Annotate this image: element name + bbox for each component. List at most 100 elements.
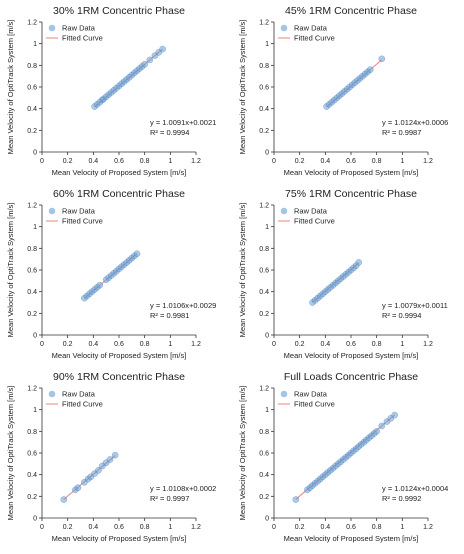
x-tick-label: 0.2 [63,341,73,348]
chart-panel: Full Loads Concentric Phase 0 0.2 0.4 0.6 0.8… [232,366,464,554]
data-point [391,411,398,419]
x-tick-label: 1.2 [423,524,433,531]
x-tick-label: 1.2 [191,524,201,531]
chart-svg: 60% 1RM Concentric Phase 0 0.2 0.4 0.6 0.8 1 1.… [6,188,216,360]
y-tick-label: 0.4 [259,106,269,113]
legend-label-fitted-curve: Fitted Curve [62,34,103,43]
y-tick-label: 0.8 [27,63,37,70]
x-tick-label: 0.4 [320,158,330,165]
x-tick-label: 0.6 [346,158,356,165]
y-tick-label: 0.6 [27,451,37,458]
y-tick-label: 0.8 [27,246,37,253]
chart-title: 45% 1RM Concentric Phase [285,5,417,17]
legend-marker-raw-data [48,390,56,398]
y-tick-label: 0.2 [259,311,269,318]
legend-label-raw-data: Raw Data [62,207,96,216]
y-tick-label: 0.8 [27,429,37,436]
y-tick-label: 0.2 [259,494,269,501]
r-squared: R² = 0.9997 [150,494,189,503]
chart-panel: 90% 1RM Concentric Phase 0 0.2 0.4 0.6 0.8 1 1.… [0,366,232,554]
r-squared: R² = 0.9981 [150,311,189,320]
y-tick-label: 1.2 [259,20,269,27]
y-tick-label: 0 [265,516,269,523]
x-axis-label: Mean Velocity of Proposed System [m/s] [284,351,419,360]
y-tick-label: 0.2 [27,494,37,501]
data-point [111,451,119,459]
x-tick-label: 0 [272,341,276,348]
fit-equation: y = 1.0079x+0.0011 [382,301,448,310]
legend-label-fitted-curve: Fitted Curve [62,400,103,409]
y-tick-label: 0.2 [27,128,37,135]
y-tick-label: 1.2 [259,203,269,210]
data-point [378,422,386,430]
legend-marker-raw-data [48,207,56,215]
data-point [106,456,114,463]
legend-label-raw-data: Raw Data [294,207,328,216]
y-tick-label: 0 [265,333,269,340]
y-tick-label: 0.6 [27,268,37,275]
y-tick-label: 0.6 [259,451,269,458]
fit-equation: y = 1.0091x+0.0021 [150,118,216,127]
legend-label-raw-data: Raw Data [294,24,328,33]
y-tick-label: 0 [265,150,269,157]
fit-equation: y = 1.0108x+0.0002 [150,484,216,493]
r-squared: R² = 0.9994 [150,128,189,137]
data-point [141,60,149,68]
x-tick-label: 0.4 [320,524,330,531]
y-tick-label: 0.4 [27,106,37,113]
x-tick-label: 1.2 [191,341,201,348]
x-tick-label: 0.8 [372,158,382,165]
data-point [133,250,141,258]
y-tick-label: 0 [33,150,37,157]
y-tick-label: 0.2 [27,311,37,318]
x-tick-label: 0.6 [114,158,124,165]
chart-title: 30% 1RM Concentric Phase [53,5,185,17]
x-tick-label: 0 [272,158,276,165]
x-tick-label: 0 [272,524,276,531]
chart-panel: 60% 1RM Concentric Phase 0 0.2 0.4 0.6 0.8 1 1.… [0,183,232,371]
x-tick-label: 1 [168,341,172,348]
y-tick-label: 1.2 [259,386,269,393]
y-tick-label: 0.8 [259,246,269,253]
y-tick-label: 1 [33,224,37,231]
y-tick-label: 0.2 [259,128,269,135]
chart-svg: 30% 1RM Concentric Phase 0 0.2 0.4 0.6 0.8 1 1.… [6,5,216,177]
y-tick-label: 1 [265,407,269,414]
x-axis-label: Mean Velocity of Proposed System [m/s] [284,168,419,177]
y-axis-label: Mean Velocity of OptiTrack System [m/s] [238,20,247,155]
data-point [159,45,166,53]
y-tick-label: 1 [33,407,37,414]
chart-svg: 90% 1RM Concentric Phase 0 0.2 0.4 0.6 0.8 1 1.… [6,371,216,543]
y-tick-label: 0.4 [27,289,37,296]
x-tick-label: 0.2 [63,158,73,165]
x-tick-label: 0.4 [88,341,98,348]
r-squared: R² = 0.9987 [382,128,421,137]
data-point [96,281,104,289]
fit-equation: y = 1.0124x+0.0006 [382,118,448,127]
chart-svg: Full Loads Concentric Phase 0 0.2 0.4 0.6 0.8… [238,371,448,543]
r-squared: R² = 0.9992 [382,494,421,503]
legend-label-raw-data: Raw Data [62,24,96,33]
x-tick-label: 0.6 [114,341,124,348]
x-tick-label: 0.4 [88,524,98,531]
y-axis-label: Mean Velocity of OptiTrack System [m/s] [238,386,247,521]
fit-equation: y = 1.0106x+0.0029 [150,301,216,310]
x-tick-label: 0.8 [140,524,150,531]
x-tick-label: 1 [168,524,172,531]
r-squared: R² = 0.9994 [382,311,421,320]
y-tick-label: 0.8 [259,63,269,70]
chart-svg: 75% 1RM Concentric Phase 0 0.2 0.4 0.6 0.8 1 1.… [238,188,448,360]
x-tick-label: 0.8 [372,341,382,348]
x-axis-label: Mean Velocity of Proposed System [m/s] [52,351,187,360]
y-tick-label: 0 [33,333,37,340]
y-tick-label: 1 [265,224,269,231]
x-tick-label: 1.2 [191,158,201,165]
x-axis-label: Mean Velocity of Proposed System [m/s] [284,534,419,543]
y-tick-label: 0.8 [259,429,269,436]
legend-label-fitted-curve: Fitted Curve [62,217,103,226]
x-tick-label: 1.2 [423,341,433,348]
legend-marker-raw-data [280,207,288,215]
x-tick-label: 0 [40,158,44,165]
x-tick-label: 1 [168,158,172,165]
